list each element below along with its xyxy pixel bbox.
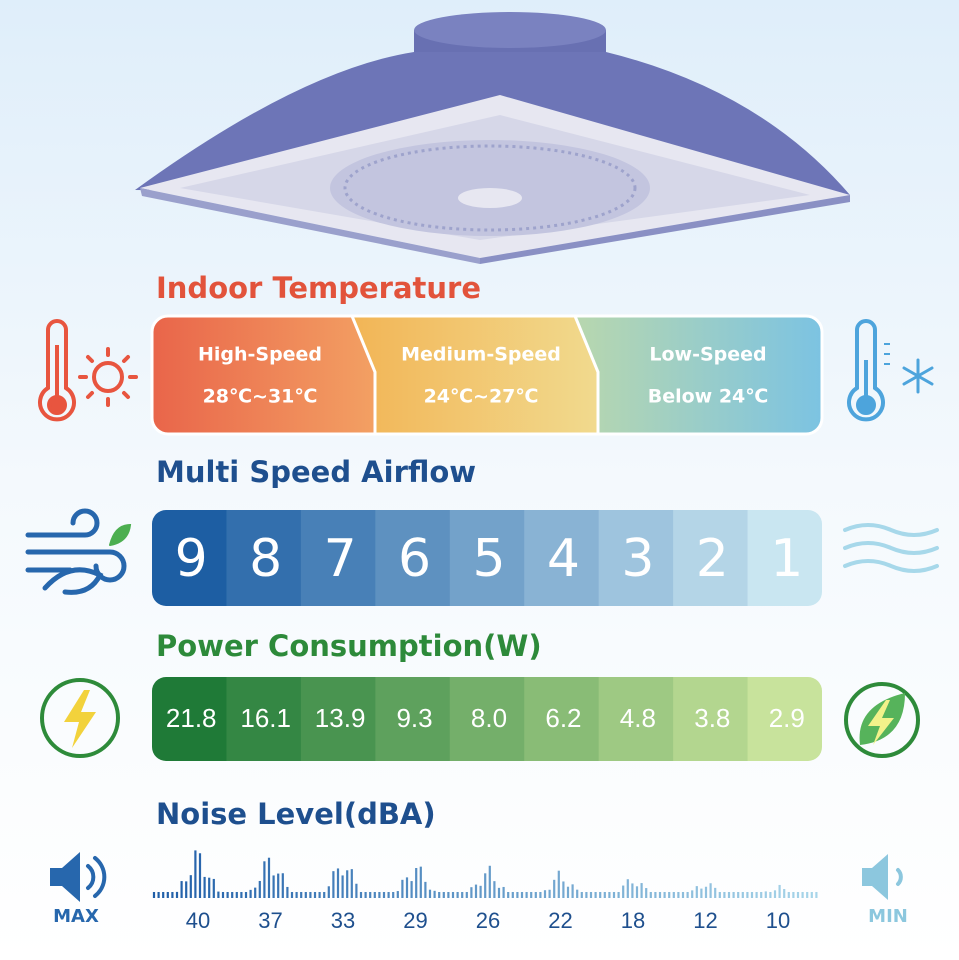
power-value: 4.8 (620, 703, 656, 733)
segment-range: Below 24℃ (648, 386, 769, 408)
speed-level: 4 (547, 529, 580, 589)
speed-cell (449, 510, 539, 606)
temperature-bar (152, 316, 822, 434)
speaker-min (862, 854, 903, 900)
speed-bar (152, 510, 822, 606)
speed-cell (524, 510, 613, 606)
noise-value: 40 (186, 908, 210, 933)
noise-value: 22 (548, 908, 572, 933)
power-cell (673, 677, 760, 761)
bar-border (150, 314, 824, 436)
segment-range: 24℃~27℃ (424, 386, 539, 408)
power-cell (152, 677, 239, 761)
speed-level: 1 (770, 529, 803, 589)
power-value: 9.3 (396, 703, 432, 733)
power-value: 2.9 (769, 703, 805, 733)
segment-range: 28℃~31℃ (203, 386, 318, 408)
noise-value: 12 (693, 908, 717, 933)
max-label: MAX (53, 906, 99, 927)
speed-level: 2 (696, 529, 729, 589)
speed-cell (300, 510, 390, 606)
power-cell (300, 677, 388, 761)
speed-cell (673, 510, 762, 606)
temperature-segment (152, 316, 375, 434)
noise-value: 18 (621, 908, 645, 933)
noise-value: 33 (331, 908, 355, 933)
speed-cell (152, 510, 241, 606)
speed-cell (598, 510, 688, 606)
section-title: Power Consumption(W) (156, 629, 542, 663)
power-cell (524, 677, 611, 761)
power-cell (747, 677, 822, 761)
cold-icon (847, 319, 934, 422)
speed-level: 7 (324, 529, 357, 589)
speed-cell (747, 510, 822, 606)
section-title: Noise Level(dBA) (156, 797, 436, 831)
power-value: 21.8 (166, 703, 217, 733)
power-value: 8.0 (471, 703, 507, 733)
power-cell (598, 677, 686, 761)
wind-icon-light (843, 523, 939, 573)
speed-level: 6 (398, 529, 431, 589)
power-cell (375, 677, 462, 761)
noise-value: 29 (403, 908, 427, 933)
temperature-segment (575, 316, 822, 434)
noise-wave (152, 850, 818, 898)
hot-icon (38, 319, 138, 422)
wind-icon-strong (25, 508, 132, 595)
noise-value: 10 (766, 908, 790, 933)
power-cell (449, 677, 537, 761)
fan-illustration (135, 12, 850, 264)
power-cell (226, 677, 313, 761)
segment-label: Medium-Speed (401, 344, 561, 366)
speaker-max (50, 852, 107, 902)
noise-value: 37 (258, 908, 282, 933)
power-icon-eco (844, 682, 920, 758)
speed-level: 8 (249, 529, 282, 589)
power-icon-max (40, 678, 120, 758)
speed-cell (226, 510, 315, 606)
power-value: 6.2 (545, 703, 581, 733)
speed-level: 9 (175, 529, 208, 589)
power-value: 13.9 (315, 703, 366, 733)
speed-level: 5 (472, 529, 505, 589)
power-value: 16.1 (240, 703, 291, 733)
power-bar (152, 677, 822, 761)
section-title: Indoor Temperature (156, 271, 481, 305)
segment-label: Low-Speed (649, 344, 766, 366)
section-title: Multi Speed Airflow (156, 455, 476, 489)
power-value: 3.8 (694, 703, 730, 733)
speed-level: 3 (621, 529, 654, 589)
segment-label: High-Speed (198, 344, 322, 366)
temperature-segment (352, 316, 598, 434)
speed-cell (375, 510, 464, 606)
min-label: MIN (868, 906, 908, 927)
noise-value: 26 (476, 908, 500, 933)
